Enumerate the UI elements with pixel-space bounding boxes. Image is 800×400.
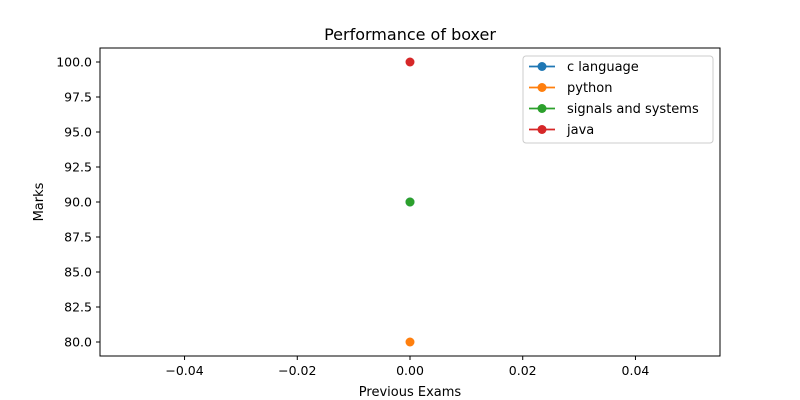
series-java	[405, 57, 415, 67]
x-tick-label: 0.04	[622, 363, 650, 378]
y-axis-label: Marks	[32, 182, 47, 221]
x-tick-label: 0.02	[509, 363, 537, 378]
y-tick-label: 80.0	[64, 335, 92, 350]
x-tick-label: −0.04	[165, 363, 203, 378]
y-tick-label: 97.5	[64, 90, 92, 105]
y-tick-label: 82.5	[64, 300, 92, 315]
legend-label: signals and systems	[567, 102, 699, 117]
legend: c language python signals and systems java	[522, 55, 714, 144]
legend-label: java	[566, 123, 594, 138]
legend-item: python	[529, 81, 612, 96]
series-signals-and-systems	[405, 197, 415, 207]
x-axis-label: Previous Exams	[359, 385, 462, 400]
legend-marker	[537, 62, 547, 71]
data-point	[405, 57, 415, 67]
data-point	[405, 337, 415, 347]
legend-item: java	[529, 123, 594, 138]
series-python	[405, 337, 415, 347]
y-tick-label: 100.0	[56, 55, 92, 70]
legend-marker	[537, 104, 547, 113]
x-tick-label: −0.02	[278, 363, 316, 378]
legend-label: python	[567, 81, 612, 96]
x-axis: −0.04 −0.02 0.00 0.02 0.04	[165, 356, 649, 378]
chart-title: Performance of boxer	[324, 25, 496, 44]
y-axis: 80.0 82.5 85.0 87.5 90.0 92.5 95.0 97.5 100.0	[56, 55, 100, 350]
y-tick-label: 85.0	[64, 265, 92, 280]
x-tick-label: 0.00	[396, 363, 424, 378]
y-tick-label: 87.5	[64, 230, 92, 245]
legend-box	[522, 55, 714, 144]
legend-item: signals and systems	[529, 102, 699, 117]
series-layer	[405, 57, 415, 347]
legend-marker	[537, 83, 547, 92]
y-tick-label: 90.0	[64, 195, 92, 210]
y-tick-label: 95.0	[64, 125, 92, 140]
y-tick-label: 92.5	[64, 160, 92, 175]
legend-item: c language	[529, 60, 639, 75]
data-point	[405, 197, 415, 207]
legend-marker	[537, 125, 547, 134]
legend-label: c language	[567, 60, 639, 75]
